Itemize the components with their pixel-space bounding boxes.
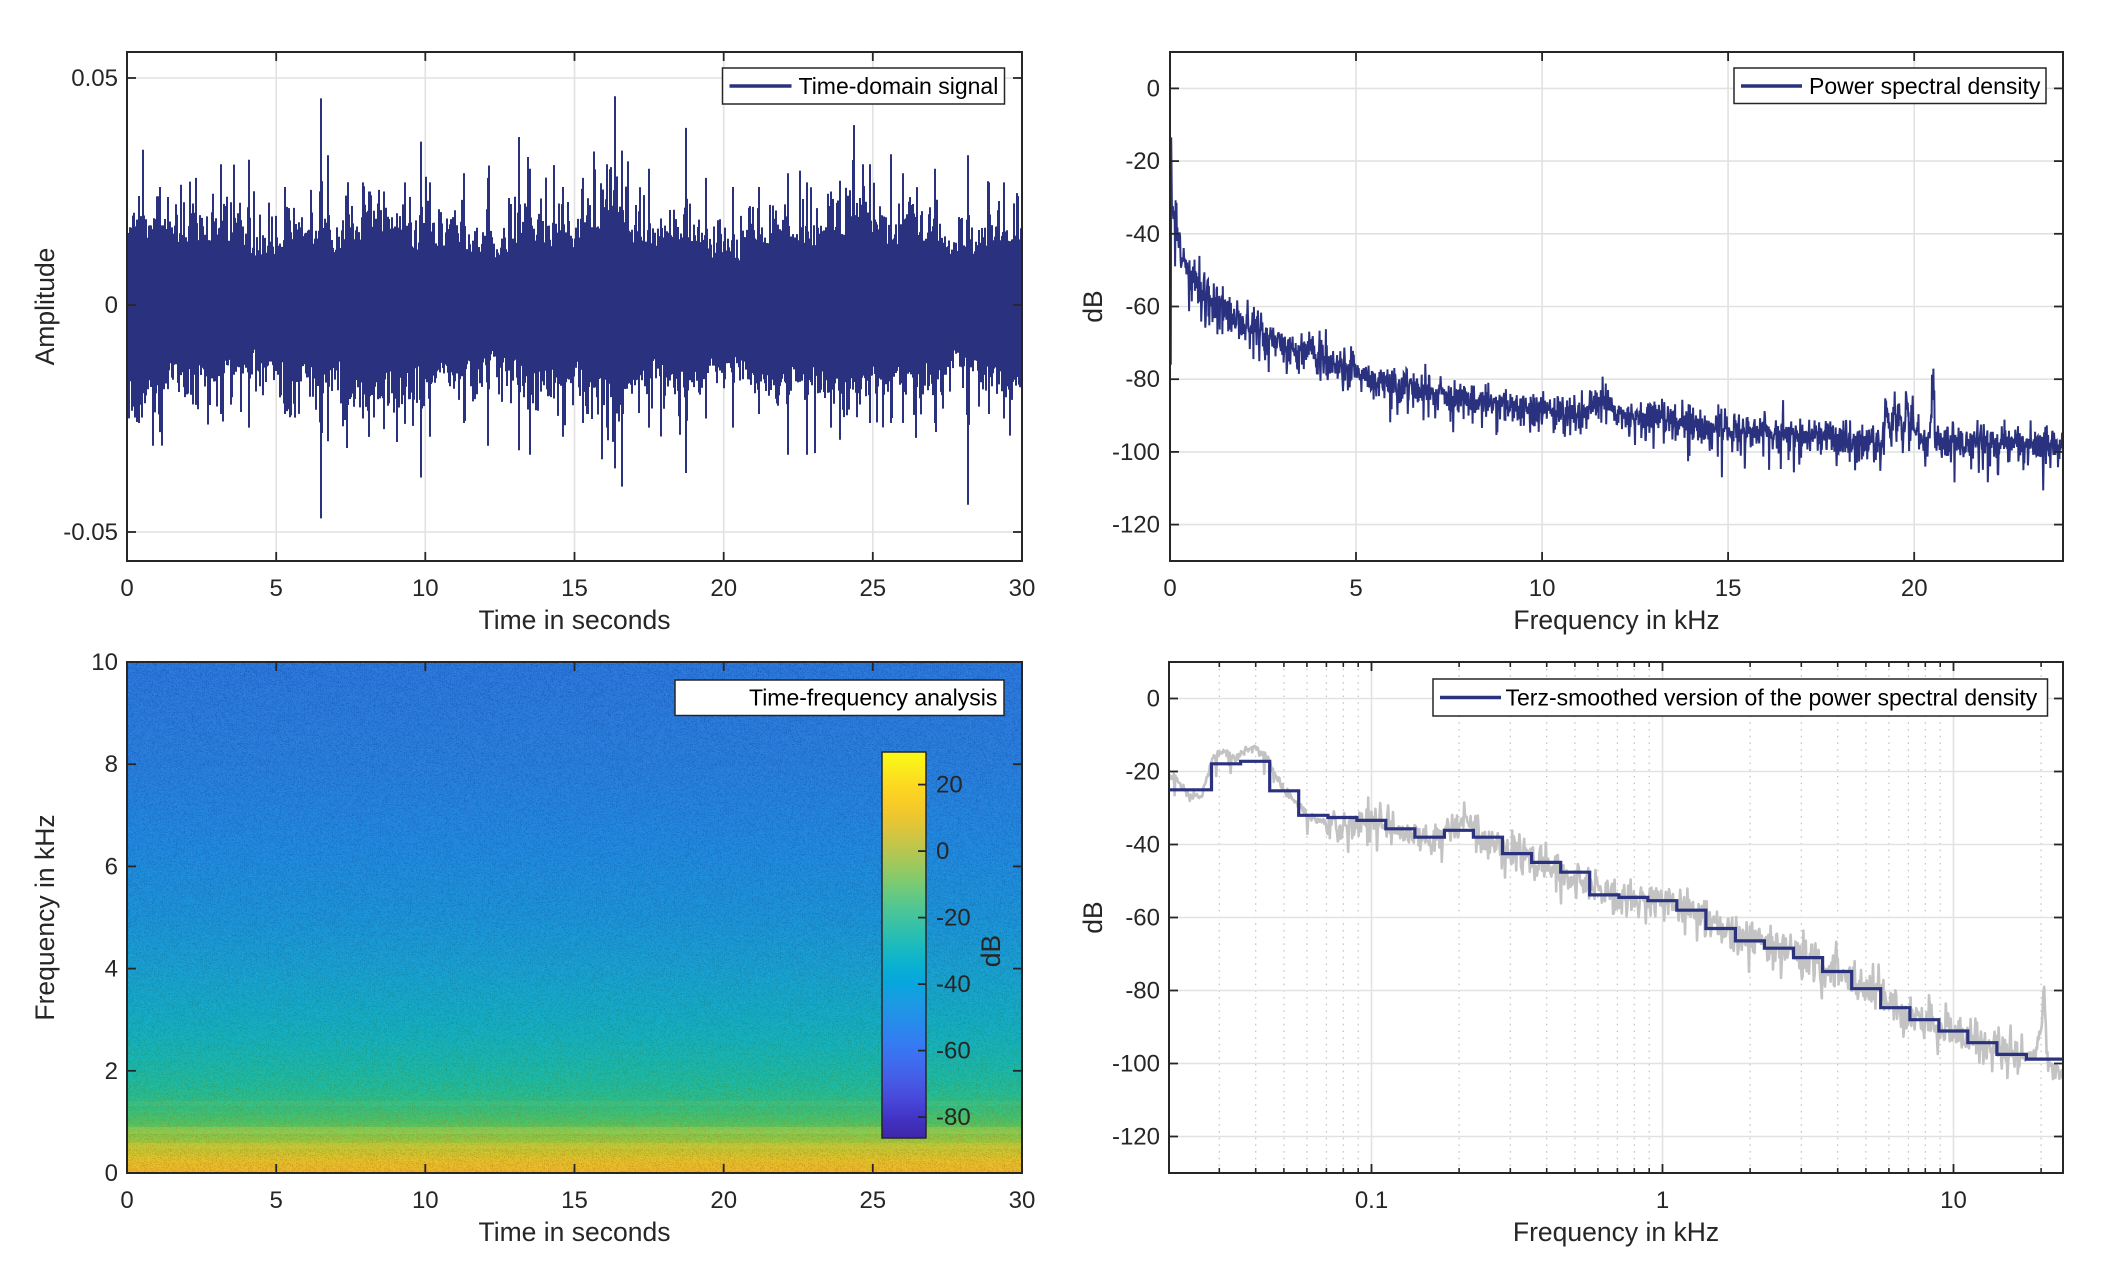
svg-text:-40: -40 — [1125, 221, 1160, 248]
svg-text:Time-frequency analysis: Time-frequency analysis — [749, 685, 997, 711]
svg-text:-60: -60 — [1125, 905, 1160, 932]
svg-text:0: 0 — [1147, 686, 1160, 713]
svg-text:4: 4 — [105, 956, 118, 983]
svg-text:-60: -60 — [936, 1038, 971, 1065]
svg-text:2: 2 — [105, 1058, 118, 1085]
svg-text:0: 0 — [105, 1160, 118, 1187]
svg-text:-60: -60 — [1125, 294, 1160, 321]
svg-text:10: 10 — [91, 649, 118, 676]
svg-text:Frequency in kHz: Frequency in kHz — [1513, 605, 1719, 635]
svg-text:0: 0 — [1163, 575, 1176, 602]
svg-text:0: 0 — [120, 1187, 133, 1214]
svg-text:-20: -20 — [936, 905, 971, 932]
svg-text:dB: dB — [1078, 290, 1108, 322]
svg-text:10: 10 — [1529, 575, 1556, 602]
svg-text:0: 0 — [120, 575, 133, 602]
svg-text:-120: -120 — [1112, 1124, 1160, 1151]
svg-text:Frequency in kHz: Frequency in kHz — [30, 814, 60, 1020]
svg-text:30: 30 — [1009, 575, 1036, 602]
svg-text:-80: -80 — [936, 1104, 971, 1131]
svg-text:0.1: 0.1 — [1355, 1187, 1388, 1214]
svg-text:10: 10 — [1940, 1187, 1967, 1214]
svg-text:15: 15 — [561, 575, 588, 602]
svg-text:-80: -80 — [1125, 366, 1160, 393]
svg-text:-40: -40 — [1125, 832, 1160, 859]
svg-text:-120: -120 — [1112, 512, 1160, 539]
svg-text:Frequency in kHz: Frequency in kHz — [1513, 1217, 1719, 1247]
svg-text:-100: -100 — [1112, 1051, 1160, 1078]
svg-text:0: 0 — [105, 292, 118, 319]
svg-text:8: 8 — [105, 751, 118, 778]
svg-text:Terz-smoothed version of the p: Terz-smoothed version of the power spect… — [1506, 685, 2038, 711]
svg-text:Time-domain signal: Time-domain signal — [799, 73, 999, 99]
svg-text:0.05: 0.05 — [71, 65, 118, 92]
svg-text:5: 5 — [1349, 575, 1362, 602]
svg-text:-100: -100 — [1112, 439, 1160, 466]
svg-text:Amplitude: Amplitude — [30, 248, 60, 366]
svg-text:15: 15 — [1715, 575, 1742, 602]
svg-text:dB: dB — [976, 935, 1006, 967]
svg-text:-20: -20 — [1125, 759, 1160, 786]
svg-text:5: 5 — [270, 1187, 283, 1214]
svg-text:25: 25 — [859, 1187, 886, 1214]
svg-text:0: 0 — [1147, 75, 1160, 102]
svg-text:20: 20 — [710, 1187, 737, 1214]
svg-text:1: 1 — [1656, 1187, 1669, 1214]
svg-text:-80: -80 — [1125, 978, 1160, 1005]
svg-text:Time in seconds: Time in seconds — [479, 1217, 671, 1247]
svg-text:30: 30 — [1009, 1187, 1036, 1214]
svg-text:-0.05: -0.05 — [63, 519, 118, 546]
svg-text:dB: dB — [1078, 901, 1108, 933]
svg-text:Time in seconds: Time in seconds — [479, 605, 671, 635]
svg-text:Power spectral density: Power spectral density — [1809, 73, 2041, 99]
svg-text:6: 6 — [105, 853, 118, 880]
svg-text:-20: -20 — [1125, 148, 1160, 175]
svg-text:10: 10 — [412, 1187, 439, 1214]
svg-text:25: 25 — [859, 575, 886, 602]
svg-text:5: 5 — [270, 575, 283, 602]
svg-text:0: 0 — [936, 838, 949, 865]
svg-text:-40: -40 — [936, 971, 971, 998]
svg-text:10: 10 — [412, 575, 439, 602]
svg-text:15: 15 — [561, 1187, 588, 1214]
svg-text:20: 20 — [710, 575, 737, 602]
svg-text:20: 20 — [1901, 575, 1928, 602]
svg-text:20: 20 — [936, 772, 963, 799]
